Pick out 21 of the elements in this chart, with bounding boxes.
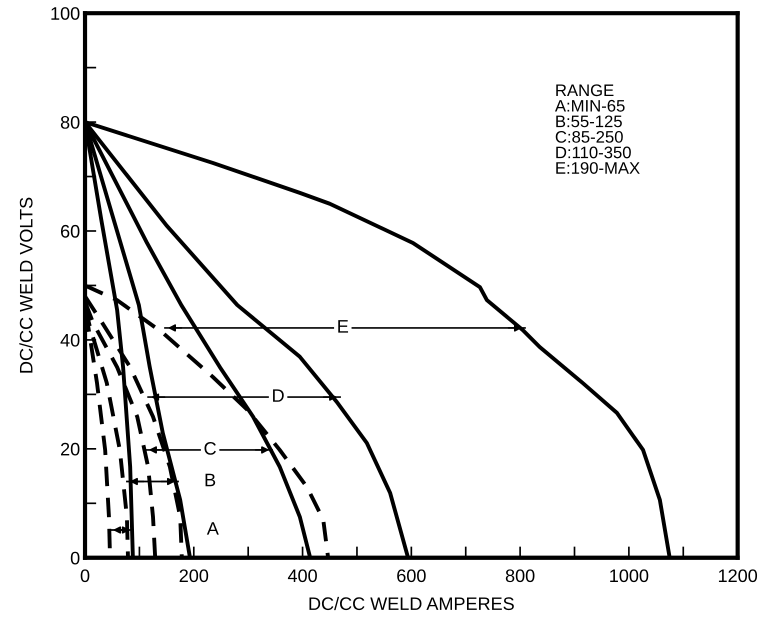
y-tick-label: 80 [60,116,80,129]
annotation: A [206,522,219,535]
x-tick-label: 600 [397,569,426,582]
x-tick-label: 1200 [718,569,758,582]
x-axis-title: DC/CC WELD AMPERES [309,596,514,610]
x-tick-label: 0 [80,569,90,582]
annotation: E [338,320,348,333]
y-tick-label: 20 [60,442,80,456]
y-tick-label: 40 [60,334,80,347]
y-tick-label: 100 [51,7,80,20]
x-tick-label: 200 [180,569,208,582]
y-axis-title: DC/CC WELD VOLTS [19,198,33,373]
x-tick-label: 1000 [610,569,648,582]
x-tick-label: 800 [506,569,534,582]
y-tick-label: 0 [70,552,80,564]
annotation: D [273,389,284,402]
annotation: C [204,442,216,455]
x-tick-label: 400 [288,569,317,582]
y-tick-label: 60 [61,224,80,238]
annotation: RANGE A:MIN-65 B:55-125 C:85-250 D:110-350 E:190-MAX [554,84,640,174]
annotation: B [206,474,216,486]
